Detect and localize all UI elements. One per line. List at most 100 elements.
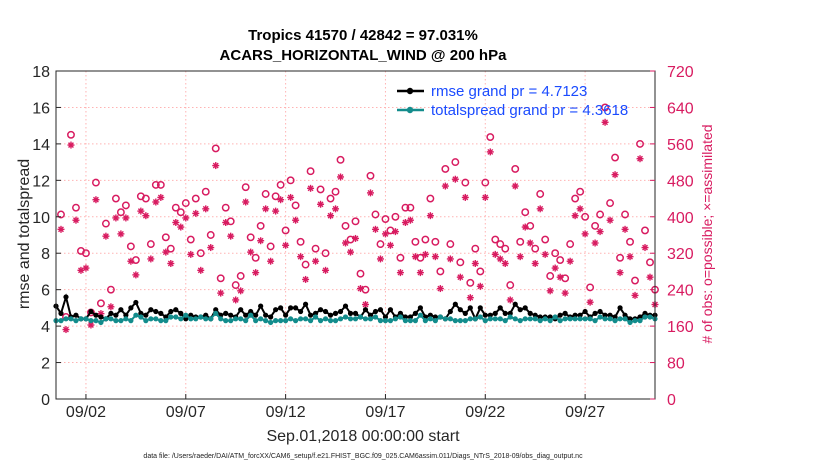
obs-possible-marker: [276, 180, 285, 189]
obs-assimilated-marker: [107, 303, 115, 311]
rmse-point: [367, 312, 374, 318]
obs-possible-marker: [191, 194, 200, 203]
rmse-point: [452, 301, 458, 307]
totalspread-point: [233, 316, 239, 322]
totalspread-point: [268, 319, 274, 326]
totalspread-point: [183, 312, 189, 318]
obs-possible-marker: [146, 240, 155, 249]
obs-assimilated-marker: [267, 257, 275, 265]
asterisk-stroke: [412, 253, 419, 260]
rmse-point: [133, 299, 139, 306]
totalspread-point: [278, 318, 284, 324]
totalspread-point: [337, 316, 344, 322]
rmse-point: [63, 294, 69, 300]
asterisk-stroke: [202, 205, 209, 212]
totalspread-point: [273, 318, 279, 324]
totalspread-point: [502, 318, 508, 324]
totalspread-point: [123, 316, 129, 322]
rmse-point: [143, 312, 149, 318]
asterisk-stroke: [277, 196, 284, 203]
obs-count-markers: [57, 103, 659, 334]
obs-assimilated-marker: [426, 212, 434, 220]
obs-assimilated-marker: [262, 205, 270, 213]
asterisk-stroke: [112, 214, 119, 221]
obs-possible-marker: [336, 155, 345, 164]
asterisk-stroke: [447, 255, 454, 262]
obs-possible-marker: [281, 226, 290, 235]
asterisk-stroke: [517, 253, 524, 260]
obs-assimilated-marker: [601, 118, 609, 126]
asterisk-stroke: [507, 296, 514, 303]
asterisk-stroke: [397, 269, 404, 276]
totalspread-point: [647, 314, 653, 320]
obs-possible-marker: [126, 242, 135, 251]
y-right-tick-label: 80: [667, 356, 685, 373]
totalspread-point: [632, 318, 638, 324]
obs-assimilated-marker: [217, 289, 225, 297]
totalspread-point: [248, 312, 254, 318]
obs-assimilated-marker: [237, 287, 245, 295]
totalspread-point: [63, 316, 69, 322]
obs-possible-marker: [536, 190, 545, 198]
asterisk-stroke: [472, 260, 479, 267]
totalspread-point: [128, 318, 134, 324]
asterisk-stroke: [327, 212, 334, 219]
rmse-point: [173, 307, 179, 313]
totalspread-point: [133, 312, 139, 318]
obs-possible-marker: [411, 237, 420, 246]
totalspread-point: [118, 318, 124, 324]
totalspread-point: [332, 318, 339, 324]
rmse-point: [337, 308, 344, 315]
asterisk-stroke: [372, 226, 379, 233]
obs-possible-marker: [151, 180, 160, 189]
totalspread-point: [417, 312, 423, 318]
rmse-point: [342, 303, 349, 309]
asterisk-stroke: [567, 258, 574, 265]
y-tick-label: 6: [41, 283, 50, 300]
totalspread-point: [547, 318, 553, 324]
asterisk-stroke: [442, 183, 449, 190]
obs-assimilated-marker: [496, 255, 504, 263]
totalspread-point: [302, 316, 309, 322]
rmse-point: [163, 314, 169, 320]
obs-possible-marker: [226, 217, 235, 226]
rmse-point: [123, 312, 129, 318]
asterisk-stroke: [487, 148, 494, 155]
asterisk-stroke: [642, 244, 648, 251]
totalspread-point: [597, 314, 603, 320]
obs-assimilated-marker: [252, 269, 260, 277]
rmse-point: [507, 310, 513, 316]
asterisk-stroke: [287, 194, 294, 201]
obs-assimilated-marker: [421, 250, 429, 258]
asterisk-stroke: [477, 283, 484, 290]
obs-assimilated-marker: [476, 282, 484, 290]
totalspread-point: [377, 318, 384, 324]
totalspread-point: [153, 316, 159, 322]
obs-assimilated-marker: [576, 205, 584, 213]
obs-assimilated-marker: [352, 234, 359, 242]
obs-possible-marker: [181, 199, 190, 208]
obs-possible-marker: [416, 253, 425, 262]
totalspread-point: [467, 316, 473, 322]
obs-assimilated-marker: [172, 219, 180, 226]
totalspread-point: [347, 316, 354, 322]
asterisk-stroke: [312, 258, 319, 265]
obs-possible-marker: [57, 210, 65, 219]
totalspread-point: [88, 318, 94, 324]
asterisk-stroke: [177, 224, 184, 231]
asterisk-stroke: [562, 290, 569, 297]
rmse-point: [158, 310, 164, 316]
obs-possible-marker: [556, 256, 565, 265]
obs-assimilated-marker: [516, 253, 524, 261]
x-tick-label: 09/22: [465, 404, 505, 421]
totalspread-point: [462, 318, 468, 324]
obs-assimilated-marker: [137, 207, 145, 215]
rmse-point: [288, 305, 294, 311]
obs-assimilated-marker: [282, 241, 290, 249]
asterisk-stroke: [182, 214, 189, 221]
rmse-point: [93, 312, 99, 318]
obs-possible-marker: [291, 201, 300, 210]
obs-possible-marker: [636, 139, 644, 148]
rmse-point: [397, 310, 404, 316]
